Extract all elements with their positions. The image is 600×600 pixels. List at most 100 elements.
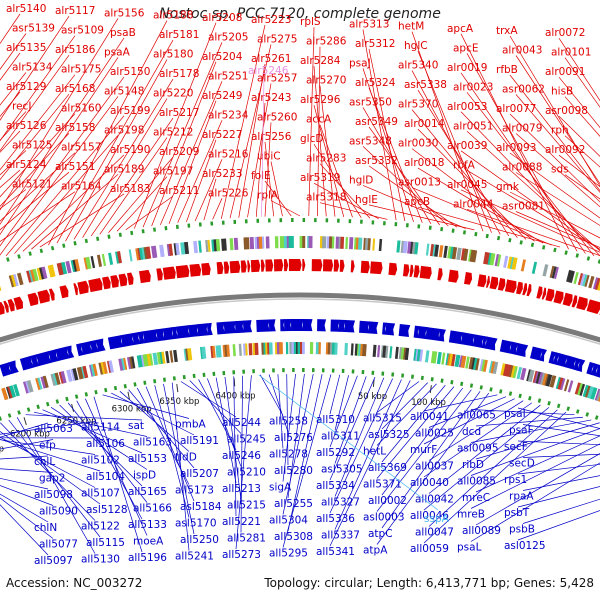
reverse-gene-arrow [590,363,600,377]
forward-gene-leader [313,105,345,217]
reverse-gene-leader [423,394,498,412]
forward-gene-label: alr5283 [306,153,346,165]
reverse-gene-leader [470,419,592,443]
forward-gene-label: alr5148 [104,85,144,97]
forward-cog-tick [409,241,414,254]
reverse-cog-tick [362,344,367,357]
reverse-gene-leader [0,421,96,435]
reverse-gene-label: psaI [504,408,526,420]
reverse-gene-leader [0,468,54,473]
reverse-cog-tick [490,361,497,374]
forward-gene-arrow [413,265,420,278]
reverse-cog-tick [579,383,586,396]
forward-gene-leader [368,48,406,222]
forward-cog-tick [59,262,65,275]
forward-gene-label-highlight: alr5246 [248,65,289,77]
forward-gene-label: trxA [496,25,518,37]
forward-gene-leader [0,35,76,142]
reverse-cog-tick [173,349,178,363]
forward-gene-arrow [486,275,490,288]
forward-gene-leader [564,57,600,108]
forward-gene-leader [0,37,125,225]
forward-gene-leader [56,39,174,244]
forward-cog-tick [101,253,107,267]
forward-gene-label: asr5109 [61,25,104,37]
reverse-cog-tick [131,356,136,369]
forward-cog-tick [509,256,515,270]
forward-gene-leader-highlight [261,77,265,217]
forward-gene-label: alr5204 [202,51,243,63]
forward-gene-label: alr0039 [447,140,487,152]
reverse-gene-leader [50,407,148,470]
forward-cog-tick [198,240,202,253]
inner-marker-dot [17,410,21,415]
reverse-gene-leader [0,436,96,488]
inner-marker-dot [440,378,444,383]
reverse-cog-tick [152,352,159,366]
reverse-cog-tick [492,361,499,375]
outer-marker-dot [462,230,467,235]
forward-cog-tick [211,239,216,252]
forward-cog-tick [181,242,187,255]
forward-cog-tick [483,251,489,265]
forward-cog-tick [468,249,473,262]
reverse-cog-tick [9,385,17,398]
forward-gene-arrow [576,296,588,311]
reverse-cog-tick [504,364,511,377]
reverse-gene-arrow [290,319,304,332]
reverse-gene-label: atpA [363,545,388,557]
forward-cog-tick [460,248,467,261]
forward-gene-label: alr5186 [55,44,96,56]
forward-gene-leader [509,191,600,239]
forward-gene-leader [466,53,578,252]
forward-gene-leader [509,74,600,192]
forward-cog-tick [584,274,590,287]
outer-marker-dot [508,238,512,243]
reverse-gene-arrow [48,349,59,363]
inner-marker-dot [594,415,599,420]
forward-gene-arrow [110,275,119,288]
reverse-gene-leader [329,378,393,514]
forward-gene-leader [212,198,223,220]
reverse-gene-label: asl5305 [321,464,363,476]
forward-cog-tick [378,238,383,252]
reverse-cog-tick [520,367,527,381]
reverse-cog-tick [232,344,236,357]
forward-cog-tick [489,253,496,266]
reverse-gene-leader [475,416,583,427]
reverse-cog-tick [126,356,132,370]
forward-gene-arrow [419,265,432,280]
forward-cog-tick [138,247,145,260]
forward-gene-arrow [27,292,39,307]
forward-gene-arrow [464,272,473,285]
kbp-label: 50 kbp [358,392,387,402]
forward-gene-leader [466,131,600,252]
forward-gene-leader [515,133,600,208]
forward-gene-leader [368,126,440,226]
reverse-gene-arrow [359,320,370,334]
forward-gene-leader [509,113,600,203]
forward-gene-arrow [175,265,190,279]
reverse-gene-arrow [30,354,40,368]
reverse-gene-arrow [66,345,75,359]
reverse-cog-tick [78,366,84,380]
forward-gene-leader [0,132,70,207]
forward-gene-leader [134,22,217,229]
forward-gene-arrow [526,284,532,297]
reverse-cog-tick [76,367,82,380]
reverse-gene-arrow [425,327,441,341]
reverse-cog-tick [102,361,108,374]
reverse-gene-label: asl0125 [504,540,546,552]
reverse-gene-leader [423,402,533,478]
forward-gene-leader [460,33,569,250]
forward-gene-leader [116,176,168,232]
forward-cog-tick [26,270,32,283]
reverse-gene-leader [517,440,600,446]
reverse-cog-tick [356,343,360,356]
reverse-cog-tick [72,368,79,381]
reverse-gene-leader [268,374,289,433]
reverse-gene-label: psbB [509,524,535,536]
reverse-gene-label: all5196 [128,552,167,564]
reverse-gene-arrow [242,320,253,333]
reverse-gene-leader [428,404,541,494]
